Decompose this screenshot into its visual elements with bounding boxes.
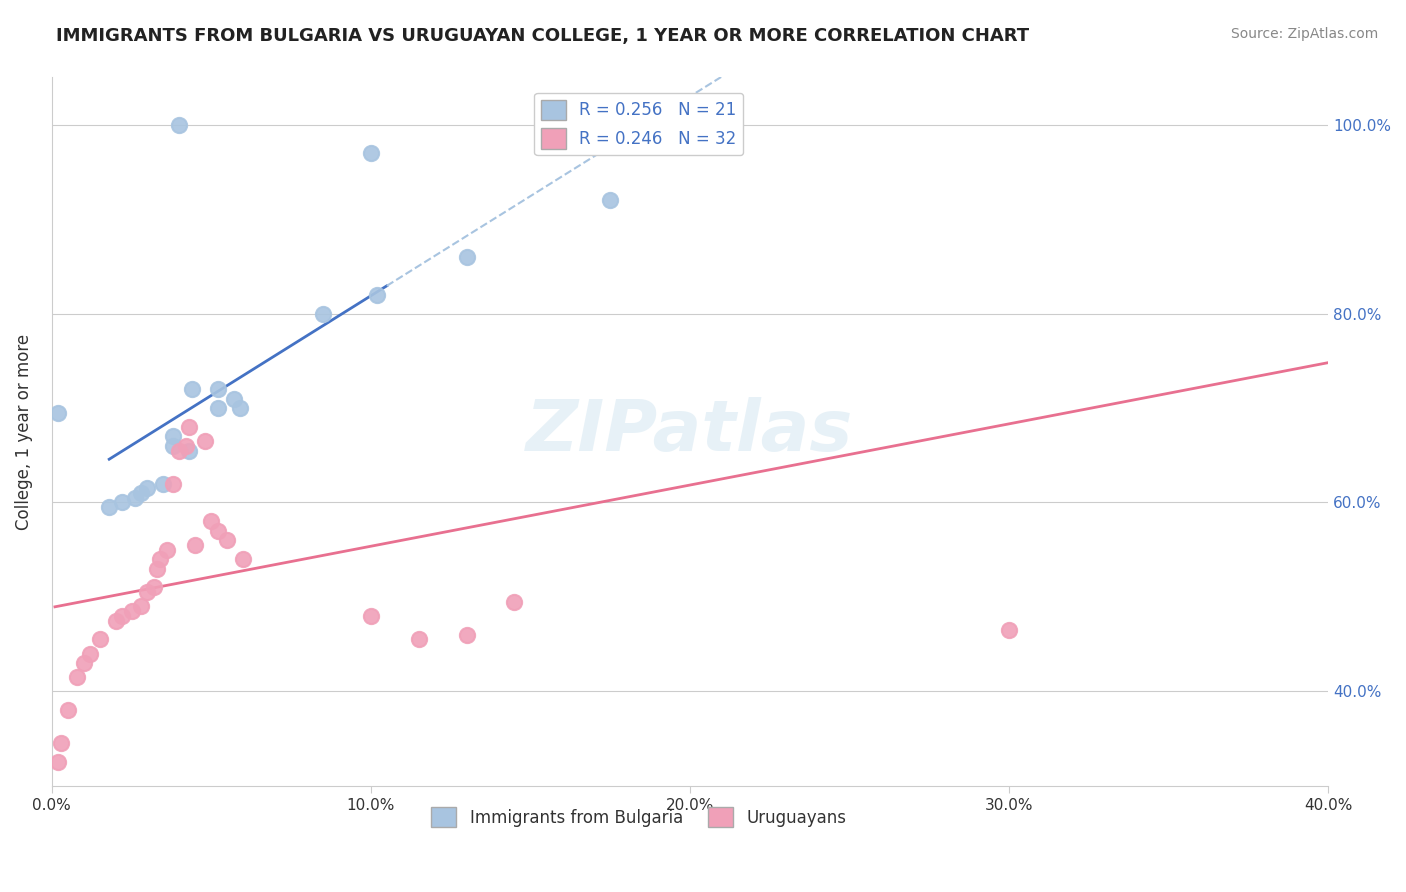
- Point: [408, 632, 430, 647]
- Point: [229, 401, 252, 415]
- Point: [232, 552, 254, 566]
- Legend: Immigrants from Bulgaria, Uruguayans: Immigrants from Bulgaria, Uruguayans: [425, 800, 853, 834]
- Point: [156, 542, 179, 557]
- Point: [66, 670, 89, 684]
- Point: [456, 628, 478, 642]
- Point: [162, 439, 184, 453]
- Point: [169, 443, 191, 458]
- Point: [136, 585, 159, 599]
- Point: [79, 647, 101, 661]
- Point: [599, 193, 621, 207]
- Point: [312, 307, 335, 321]
- Point: [142, 581, 165, 595]
- Point: [169, 118, 191, 132]
- Point: [162, 429, 184, 443]
- Point: [177, 443, 200, 458]
- Point: [121, 604, 143, 618]
- Point: [217, 533, 239, 548]
- Point: [111, 495, 134, 509]
- Point: [200, 514, 222, 528]
- Point: [194, 434, 217, 448]
- Point: [89, 632, 111, 647]
- Point: [104, 614, 127, 628]
- Point: [56, 703, 79, 717]
- Point: [146, 561, 169, 575]
- Point: [124, 491, 146, 505]
- Point: [174, 439, 197, 453]
- Point: [149, 552, 172, 566]
- Point: [679, 118, 702, 132]
- Point: [136, 481, 159, 495]
- Point: [51, 736, 73, 750]
- Point: [129, 599, 152, 614]
- Text: IMMIGRANTS FROM BULGARIA VS URUGUAYAN COLLEGE, 1 YEAR OR MORE CORRELATION CHART: IMMIGRANTS FROM BULGARIA VS URUGUAYAN CO…: [56, 27, 1029, 45]
- Point: [181, 382, 204, 396]
- Point: [46, 755, 69, 769]
- Text: ZIPatlas: ZIPatlas: [526, 397, 853, 467]
- Point: [207, 524, 229, 538]
- Text: Source: ZipAtlas.com: Source: ZipAtlas.com: [1230, 27, 1378, 41]
- Point: [207, 401, 229, 415]
- Point: [111, 608, 134, 623]
- Point: [73, 656, 96, 670]
- Point: [152, 476, 174, 491]
- Point: [184, 538, 207, 552]
- Point: [129, 486, 152, 500]
- Point: [366, 287, 388, 301]
- Point: [207, 382, 229, 396]
- Point: [162, 476, 184, 491]
- Point: [360, 146, 382, 161]
- Point: [360, 608, 382, 623]
- Point: [456, 250, 478, 264]
- Point: [503, 594, 526, 608]
- Point: [998, 623, 1021, 637]
- Y-axis label: College, 1 year or more: College, 1 year or more: [15, 334, 32, 530]
- Point: [46, 406, 69, 420]
- Point: [98, 500, 121, 515]
- Point: [222, 392, 245, 406]
- Point: [177, 420, 200, 434]
